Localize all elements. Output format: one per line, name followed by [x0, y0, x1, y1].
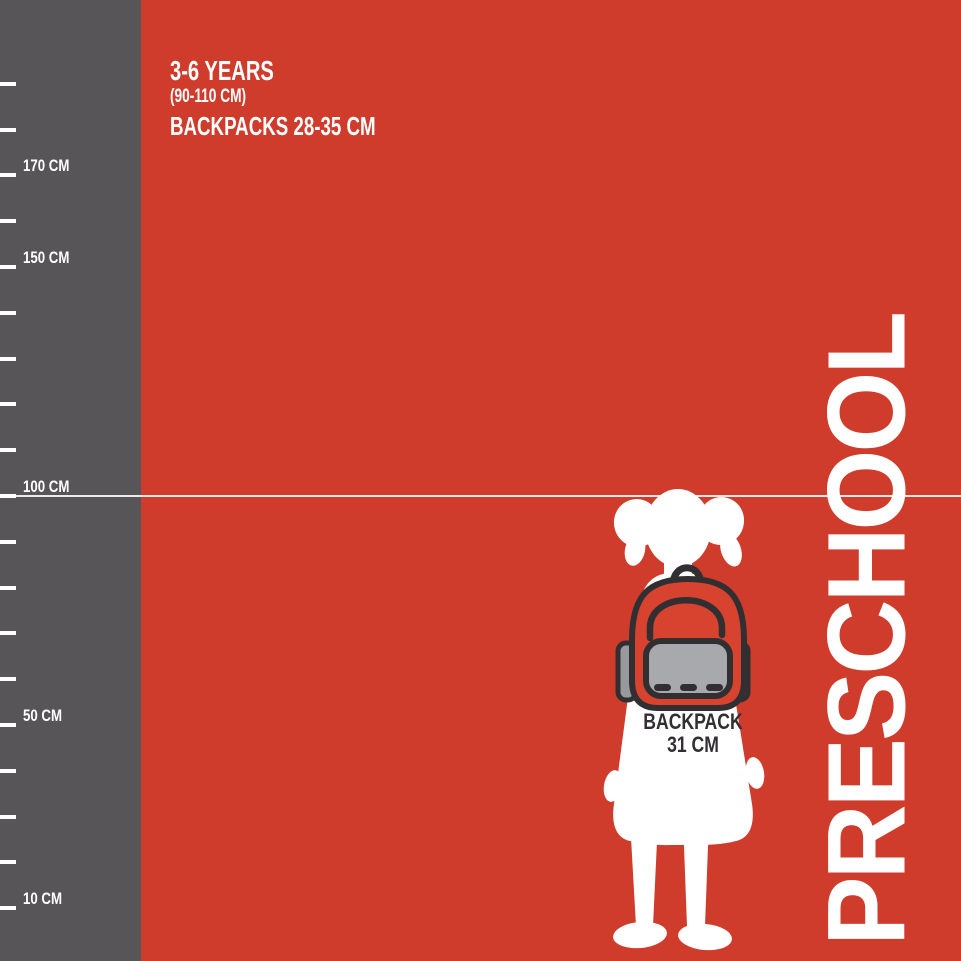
ruler-label-150cm: 150 CM — [23, 248, 70, 267]
ruler-tick-160cm — [0, 219, 16, 223]
ruler-label-50cm: 50 CM — [23, 706, 63, 725]
child-silhouette — [603, 489, 765, 951]
ruler-label-10cm: 10 CM — [23, 889, 63, 908]
height-range-subtitle: (90-110 CM) — [170, 86, 247, 107]
left-hand-icon — [603, 770, 623, 802]
pocket-dashes-icon — [654, 684, 723, 691]
ruler-tick-80cm — [0, 586, 16, 590]
ruler-tick-180cm — [0, 128, 16, 132]
backpack-icon — [615, 564, 751, 711]
age-range-title: 3-6 YEARS — [170, 55, 274, 86]
ruler-tick-40cm — [0, 769, 16, 773]
head-icon — [645, 489, 711, 567]
ruler-label-100cm: 100 CM — [23, 477, 70, 496]
height-ruler: 170 CM 150 CM 100 CM 50 CM 10 CM — [0, 0, 141, 961]
backpack-size-range: BACKPACKS 28-35 CM — [170, 111, 376, 141]
ruler-tick-120cm — [0, 402, 16, 406]
ruler-tick-50cm — [0, 723, 16, 727]
ruler-tick-140cm — [0, 311, 16, 315]
ruler-tick-110cm — [0, 448, 16, 452]
ruler-tick-70cm — [0, 631, 16, 635]
legs-icon — [613, 820, 732, 951]
backpack-size-label: BACKPACK 31 CM — [617, 710, 769, 756]
header-block: 3-6 YEARS (90-110 CM) BACKPACKS 28-35 CM — [170, 55, 456, 141]
backpack-size-label-line1: BACKPACK — [643, 709, 743, 734]
backpack-pocket — [643, 638, 733, 699]
ruler-tick-20cm — [0, 860, 16, 864]
ruler-tick-10cm — [0, 906, 16, 910]
ruler-tick-170cm — [0, 173, 16, 177]
ruler-tick-30cm — [0, 815, 16, 819]
ruler-tick-90cm — [0, 540, 16, 544]
ruler-tick-60cm — [0, 677, 16, 681]
category-label-vertical: PRESCHOOL — [805, 314, 929, 946]
backpack-size-label-line2: 31 CM — [667, 732, 719, 757]
ruler-tick-150cm — [0, 265, 16, 269]
right-hand-icon — [745, 757, 765, 789]
height-reference-line-100cm — [0, 495, 961, 497]
backpack-zipper-icon — [646, 597, 726, 642]
ruler-tick-190cm — [0, 82, 16, 86]
ruler-label-170cm: 170 CM — [23, 156, 70, 175]
ruler-tick-130cm — [0, 357, 16, 361]
